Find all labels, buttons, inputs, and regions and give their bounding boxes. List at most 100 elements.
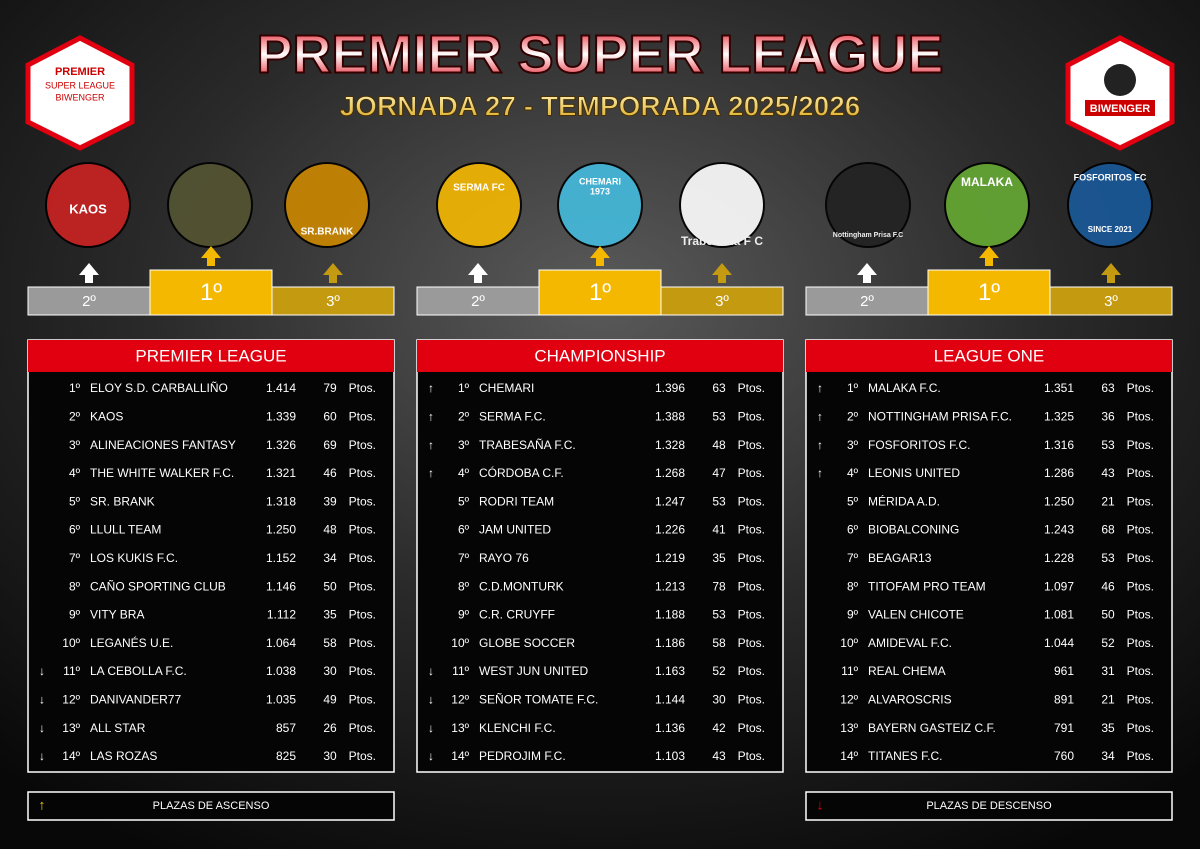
logo-text: BIWENGER xyxy=(1090,103,1151,115)
row-score: 1.226 xyxy=(655,523,685,537)
podium-label: 1º xyxy=(589,279,611,306)
row-team: LA CEBOLLA F.C. xyxy=(90,664,187,678)
row-points: 21 xyxy=(1101,692,1115,706)
row-score: 1.213 xyxy=(655,579,685,593)
row-points: 50 xyxy=(323,579,337,593)
corner-logo-right: BIWENGER xyxy=(1065,35,1175,151)
row-points: 53 xyxy=(712,409,726,423)
row-position: 9º xyxy=(458,608,470,622)
row-team: RAYO 76 xyxy=(479,551,529,565)
row-score: 1.136 xyxy=(655,721,685,735)
row-unit: Ptos. xyxy=(349,749,376,763)
row-score: 1.250 xyxy=(1044,494,1074,508)
row-position: 11º xyxy=(841,664,858,678)
podium-step xyxy=(538,269,662,316)
row-unit: Ptos. xyxy=(349,523,376,537)
row-team: DANIVANDER77 xyxy=(90,692,181,706)
row-position: 10º xyxy=(62,636,80,650)
row-arrow: ↑ xyxy=(817,438,823,452)
subtitle: JORNADA 27 - TEMPORADA 2025/2026 xyxy=(340,90,861,121)
row-score: 1.163 xyxy=(655,664,685,678)
row-score: 1.414 xyxy=(266,381,296,395)
team-logo xyxy=(825,162,911,248)
row-team: LLULL TEAM xyxy=(90,523,161,537)
row-points: 60 xyxy=(323,409,337,423)
logo-label: FOSFORITOS FC xyxy=(1074,172,1147,182)
row-points: 21 xyxy=(1101,494,1115,508)
podium-step xyxy=(416,286,540,316)
row-unit: Ptos. xyxy=(349,438,376,452)
podium-step xyxy=(660,286,784,316)
row-points: 35 xyxy=(712,551,726,565)
row-unit: Ptos. xyxy=(1127,381,1154,395)
podium-arrow xyxy=(979,246,999,266)
row-position: 8º xyxy=(458,579,470,593)
row-team: THE WHITE WALKER F.C. xyxy=(90,466,234,480)
row-unit: Ptos. xyxy=(738,692,765,706)
row-position: 2º xyxy=(847,409,859,423)
row-points: 78 xyxy=(712,579,726,593)
row-unit: Ptos. xyxy=(1127,664,1154,678)
podium-label: 3º xyxy=(1104,293,1118,310)
row-position: 6º xyxy=(458,523,470,537)
row-points: 46 xyxy=(1101,579,1115,593)
row-team: WEST JUN UNITED xyxy=(479,664,588,678)
row-position: 8º xyxy=(69,579,81,593)
row-team: CHEMARI xyxy=(479,381,534,395)
podium-label: 1º xyxy=(978,279,1000,306)
row-score: 1.396 xyxy=(655,381,685,395)
row-position: 12º xyxy=(62,692,80,706)
row-team: FOSFORITOS F.C. xyxy=(868,438,970,452)
row-team: ALVAROSCRIS xyxy=(868,692,952,706)
row-arrow: ↓ xyxy=(428,721,434,735)
row-position: 3º xyxy=(847,438,859,452)
podium-arrow xyxy=(323,263,343,283)
row-position: 3º xyxy=(69,438,81,452)
row-score: 1.188 xyxy=(655,608,685,622)
row-team: TRABESAÑA F.C. xyxy=(479,438,576,452)
podium-label: 2º xyxy=(82,293,96,310)
row-team: NOTTINGHAM PRISA F.C. xyxy=(868,409,1012,423)
row-arrow: ↓ xyxy=(39,664,45,678)
row-points: 68 xyxy=(1101,523,1115,537)
row-points: 52 xyxy=(1101,636,1115,650)
row-score: 1.318 xyxy=(266,494,296,508)
row-score: 1.325 xyxy=(1044,409,1074,423)
row-score: 1.038 xyxy=(266,664,296,678)
row-score: 1.152 xyxy=(266,551,296,565)
podium-arrow xyxy=(712,263,732,283)
row-arrow: ↓ xyxy=(428,664,434,678)
podium-arrow xyxy=(1101,263,1121,283)
table-title: PREMIER LEAGUE xyxy=(135,346,286,365)
row-team: PEDROJIM F.C. xyxy=(479,749,566,763)
row-team: REAL CHEMA xyxy=(868,664,946,678)
row-unit: Ptos. xyxy=(349,466,376,480)
podium-step xyxy=(1049,286,1173,316)
row-position: 6º xyxy=(69,523,81,537)
row-team: JAM UNITED xyxy=(479,523,551,537)
row-score: 1.328 xyxy=(655,438,685,452)
row-points: 63 xyxy=(1101,381,1115,395)
row-team: MALAKA F.C. xyxy=(868,381,941,395)
row-arrow: ↑ xyxy=(428,409,434,423)
row-unit: Ptos. xyxy=(1127,579,1154,593)
row-team: SR. BRANK xyxy=(90,494,155,508)
row-position: 1º xyxy=(847,381,859,395)
row-score: 1.388 xyxy=(655,409,685,423)
row-unit: Ptos. xyxy=(1127,409,1154,423)
team-logo xyxy=(1067,162,1153,248)
table-header xyxy=(417,340,783,372)
row-points: 58 xyxy=(323,636,337,650)
row-position: 7º xyxy=(458,551,470,565)
podium-label: 2º xyxy=(860,293,874,310)
podium-label: 3º xyxy=(715,293,729,310)
legend-box xyxy=(27,791,395,821)
row-points: 30 xyxy=(323,749,337,763)
row-points: 43 xyxy=(1101,466,1115,480)
row-position: 12º xyxy=(840,692,858,706)
row-score: 1.144 xyxy=(655,692,685,706)
row-position: 6º xyxy=(847,523,859,537)
podium-step xyxy=(27,286,151,316)
row-unit: Ptos. xyxy=(1127,551,1154,565)
legend-box xyxy=(805,791,1173,821)
